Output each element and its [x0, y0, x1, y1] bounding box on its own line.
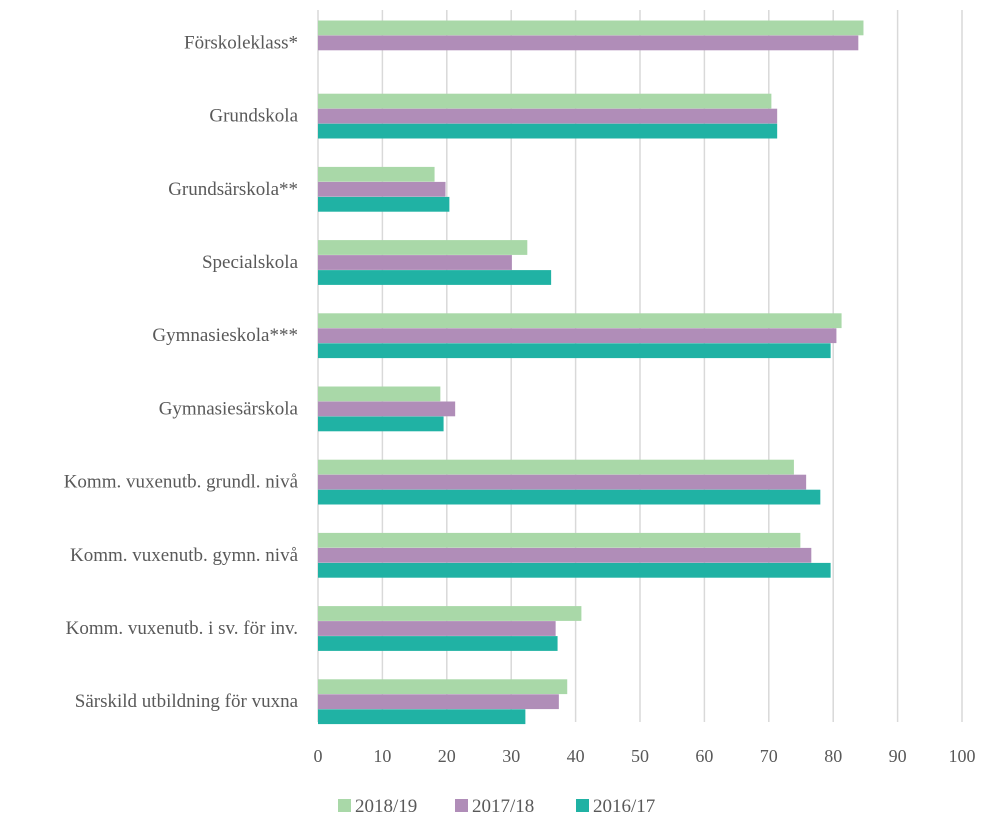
bar-komm-vuxenutb-i-sv-f-r-inv-2017-18 [318, 621, 556, 636]
legend-label-2016-17: 2016/17 [593, 796, 655, 817]
category-label-komm-vuxenutb-i-sv-f-r-inv: Komm. vuxenutb. i sv. för inv. [66, 618, 298, 639]
bar-grunds-rskola-2018-19 [318, 166, 435, 182]
bar-specialskola-2018-19 [318, 240, 528, 255]
category-label-komm-vuxenutb-gymn-niv: Komm. vuxenutb. gymn. nivå [70, 545, 299, 566]
bar-specialskola-2016-17 [318, 270, 552, 285]
x-tick-label-90: 90 [889, 746, 907, 766]
bar-s-rskild-utbildning-f-r-vuxna-2018-19 [318, 679, 568, 695]
legend-label-2018-19: 2018/19 [355, 796, 417, 817]
category-label-f-rskoleklass: Förskoleklass* [184, 32, 298, 53]
bar-komm-vuxenutb-grundl-niv-2016-17 [318, 489, 821, 505]
bar-gymnasies-rskola-2017-18 [318, 401, 456, 417]
legend-swatch-2016-17 [576, 799, 589, 812]
bar-gymnasieskola-2016-17 [318, 343, 831, 359]
bar-gymnasieskola-2018-19 [318, 313, 842, 329]
category-labels: Förskoleklass* Grundskola Grundsärskola** S… [64, 32, 299, 712]
x-tick-label-10: 10 [373, 746, 391, 766]
x-axis-tick-labels: 0 10 20 30 40 50 60 70 80 90 100 [314, 746, 976, 766]
bar-grundskola-2018-19 [318, 93, 772, 109]
legend-label-2017-18: 2017/18 [472, 796, 534, 817]
x-tick-label-0: 0 [314, 746, 323, 766]
bar-f-rskoleklass-2018-19 [318, 20, 864, 36]
x-tick-label-40: 40 [567, 746, 585, 766]
category-label-gymnasies-rskola: Gymnasiesärskola [159, 398, 299, 419]
x-tick-label-20: 20 [438, 746, 456, 766]
bar-komm-vuxenutb-gymn-niv-2016-17 [318, 562, 831, 578]
bar-komm-vuxenutb-gymn-niv-2017-18 [318, 547, 812, 563]
category-label-gymnasieskola: Gymnasieskola*** [152, 325, 298, 346]
category-label-grundskola: Grundskola [209, 106, 298, 127]
x-tick-label-50: 50 [631, 746, 649, 766]
category-label-specialskola: Specialskola [202, 252, 299, 273]
x-tick-label-100: 100 [949, 746, 976, 766]
bar-specialskola-2017-18 [318, 255, 512, 270]
bars [318, 20, 864, 725]
bar-s-rskild-utbildning-f-r-vuxna-2017-18 [318, 694, 559, 710]
category-label-s-rskild-utbildning-f-r-vuxna: Särskild utbildning för vuxna [75, 691, 299, 712]
category-label-grunds-rskola: Grundsärskola** [168, 179, 298, 200]
bar-komm-vuxenutb-i-sv-f-r-inv-2016-17 [318, 636, 558, 651]
bar-s-rskild-utbildning-f-r-vuxna-2016-17 [318, 709, 526, 725]
bar-komm-vuxenutb-gymn-niv-2018-19 [318, 532, 801, 548]
bar-komm-vuxenutb-i-sv-f-r-inv-2018-19 [318, 606, 582, 621]
bar-grunds-rskola-2017-18 [318, 181, 446, 197]
bar-komm-vuxenutb-grundl-niv-2017-18 [318, 474, 807, 490]
category-label-komm-vuxenutb-grundl-niv: Komm. vuxenutb. grundl. nivå [64, 472, 299, 493]
bar-grundskola-2016-17 [318, 123, 778, 139]
bar-gymnasies-rskola-2016-17 [318, 416, 444, 432]
legend-swatch-2017-18 [455, 799, 468, 812]
bar-f-rskoleklass-2017-18 [318, 35, 859, 51]
bar-grunds-rskola-2016-17 [318, 196, 450, 212]
bar-gymnasieskola-2017-18 [318, 328, 837, 344]
bar-komm-vuxenutb-grundl-niv-2018-19 [318, 459, 794, 475]
x-tick-label-80: 80 [824, 746, 842, 766]
x-tick-label-30: 30 [502, 746, 520, 766]
x-tick-label-70: 70 [760, 746, 778, 766]
legend: 2018/19 2017/18 2016/17 [338, 796, 655, 817]
bar-gymnasies-rskola-2018-19 [318, 386, 441, 402]
x-tick-label-60: 60 [695, 746, 713, 766]
bar-grundskola-2017-18 [318, 108, 778, 124]
legend-swatch-2018-19 [338, 799, 351, 812]
